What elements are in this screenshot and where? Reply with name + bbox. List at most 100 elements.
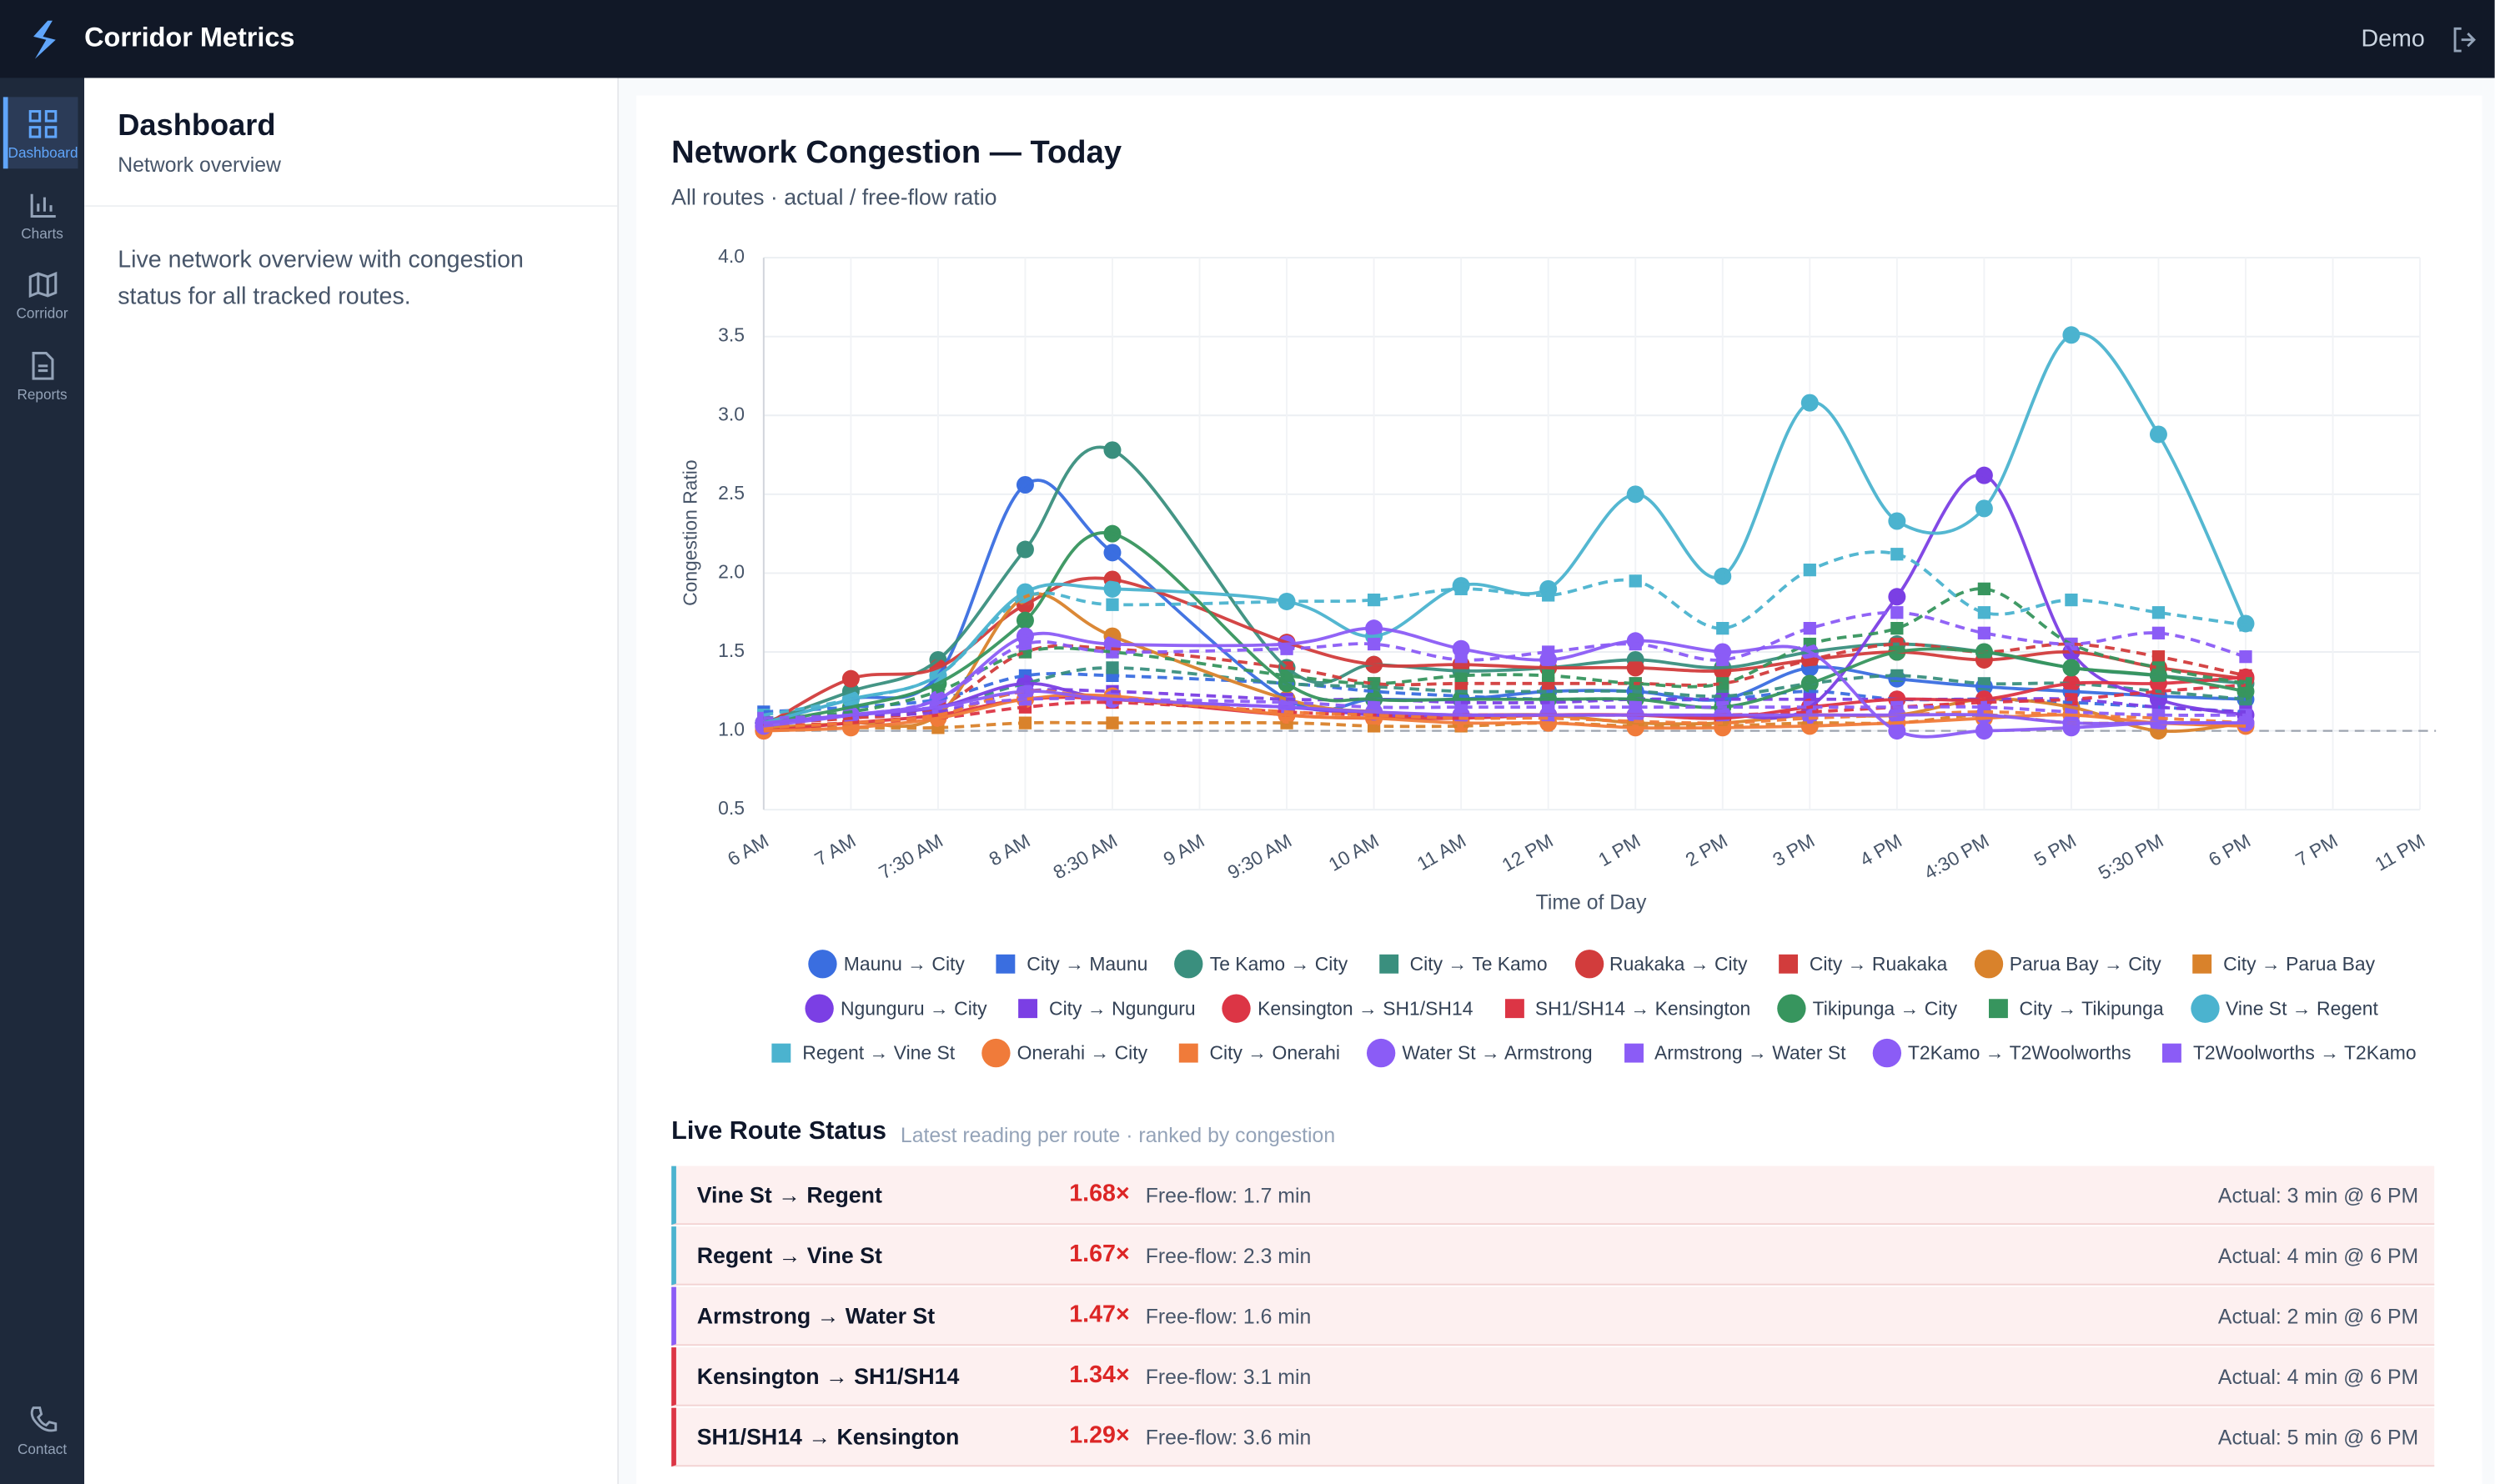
legend-label: SH1/SH14 → Kensington: [1534, 997, 1751, 1020]
legend-label: T2Woolworths → T2Kamo: [2192, 1041, 2417, 1065]
y-axis-label: Congestion Ratio: [680, 459, 701, 605]
legend-swatch: [1777, 994, 1807, 1023]
legend-label: Te Kamo → City: [1209, 952, 1348, 975]
free-flow: Free-flow: 3.1 min: [1145, 1365, 1312, 1389]
point: [2239, 619, 2252, 632]
legend-item: Ngunguru → City: [804, 993, 987, 1025]
status-subtitle: Latest reading per route · ranked by con…: [900, 1123, 1336, 1147]
x-tick-label: 8:30 AM: [1049, 830, 1121, 883]
point: [1716, 622, 1729, 635]
legend-swatch: [1574, 950, 1604, 979]
x-tick-label: 9 AM: [1160, 830, 1208, 870]
legend-label: Regent → Vine St: [802, 1041, 956, 1065]
x-tick-label: 10 AM: [1325, 830, 1383, 875]
legend-item: Maunu → City: [807, 948, 965, 980]
actual: Actual: 4 min @ 6 PM: [2217, 1244, 2419, 1268]
legend-item: City → Parua Bay: [2186, 948, 2375, 980]
legend-item: Regent → Vine St: [766, 1037, 955, 1069]
x-tick-label: 7 AM: [811, 830, 859, 870]
divider: [84, 205, 618, 208]
ratio: 1.47×: [1069, 1301, 1130, 1329]
series-line: [763, 683, 2247, 728]
legend-item: City → Ngunguru: [1012, 993, 1196, 1025]
sidebar: Dashboard Charts Corridor Reports Contac…: [0, 78, 85, 1484]
x-axis-label: Time of Day: [1536, 891, 1647, 914]
legend-item: City → Te Kamo: [1373, 948, 1548, 980]
legend-label: Tikipunga → City: [1812, 997, 1958, 1020]
legend-swatch: [1367, 1038, 1396, 1068]
legend-swatch: [1974, 950, 2004, 979]
legend-label: City → Parua Bay: [2223, 952, 2376, 975]
free-flow: Free-flow: 1.6 min: [1145, 1304, 1312, 1329]
nav-label: Corridor: [16, 305, 68, 322]
x-tick-label: 11 AM: [1413, 830, 1470, 875]
nav-item[interactable]: Contact: [0, 1405, 84, 1457]
series-line: [763, 626, 2246, 739]
legend-item: City → Ruakaka: [1773, 948, 1947, 980]
series-line: [763, 696, 2246, 720]
nav-item[interactable]: Reports: [0, 350, 84, 403]
user-name[interactable]: Demo: [2361, 25, 2425, 53]
legend-swatch: [1989, 999, 2009, 1019]
point: [1977, 606, 1991, 619]
series-line: [763, 610, 2247, 725]
series-line: [763, 642, 2247, 725]
y-tick-label: 3.0: [718, 403, 745, 424]
point: [2151, 606, 2166, 619]
x-tick-label: 7:30 AM: [875, 830, 946, 883]
point: [1629, 700, 1642, 714]
nav-label: Dashboard: [8, 144, 78, 161]
point: [1977, 582, 1991, 595]
legend-row: Regent → Vine St Onerahi → City City → One…: [671, 1030, 2495, 1075]
nav-item[interactable]: Corridor: [0, 268, 84, 321]
ratio: 1.67×: [1069, 1241, 1130, 1268]
legend-swatch: [2162, 1043, 2182, 1063]
point: [1977, 626, 1991, 639]
legend-swatch: [1872, 1038, 1902, 1068]
legend-item: Tikipunga → City: [1776, 993, 1957, 1025]
logout-icon[interactable]: [2450, 26, 2478, 54]
legend-row: Ngunguru → City City → Ngunguru Kensington…: [671, 986, 2495, 1030]
x-tick-label: 11 PM: [2371, 830, 2428, 875]
x-tick-label: 5:30 PM: [2095, 830, 2167, 884]
legend-item: Parua Bay → City: [1973, 948, 2161, 980]
ratio: 1.29×: [1069, 1421, 1130, 1450]
panel-description: Live network overview with congestion st…: [118, 246, 524, 311]
legend-item: Vine St → Regent: [2189, 993, 2378, 1025]
nav-label: Reports: [17, 386, 68, 403]
legend-swatch: [1179, 1043, 1199, 1063]
legend-swatch: [996, 954, 1016, 974]
nav-item[interactable]: Charts: [0, 189, 84, 242]
legend-swatch: [2191, 994, 2220, 1023]
legend-label: Water St → Armstrong: [1402, 1041, 1593, 1065]
x-tick-label: 8 AM: [985, 830, 1033, 870]
free-flow: Free-flow: 2.3 min: [1145, 1244, 1312, 1268]
side-panel: Dashboard Network overview Live network …: [84, 78, 620, 1484]
legend-label: City → Maunu: [1027, 952, 1148, 975]
legend-swatch: [1222, 994, 1252, 1023]
legend-label: Maunu → City: [843, 952, 965, 975]
nav-label: Charts: [21, 225, 63, 243]
legend-label: City → Tikipunga: [2019, 997, 2164, 1020]
legend-label: City → Ngunguru: [1049, 997, 1196, 1020]
point: [1106, 716, 1119, 729]
brand: Corridor Metrics: [84, 22, 295, 53]
legend-swatch: [806, 994, 835, 1023]
x-tick-label: 9:30 AM: [1224, 830, 1296, 883]
legend-item: T2Kamo → T2Woolworths: [1871, 1037, 2131, 1069]
x-tick-label: 1 PM: [1594, 830, 1644, 870]
status-row: Kensington → SH1/SH14 1.34× Free-flow: 3.1…: [671, 1347, 2435, 1406]
legend-item: City → Maunu: [990, 948, 1147, 980]
chart: Network Congestion — Today All routes · …: [671, 134, 2437, 914]
legend-swatch: [1624, 1043, 1644, 1063]
y-tick-label: 1.0: [718, 719, 745, 740]
nav-item[interactable]: Dashboard: [3, 97, 78, 169]
status-title: Live Route Status: [671, 1118, 887, 1146]
point: [2151, 626, 2166, 639]
status-row: Regent → Vine St 1.67× Free-flow: 2.3 min A…: [671, 1226, 2435, 1286]
x-tick-label: 7 PM: [2292, 830, 2341, 870]
status-row: SH1/SH14 → Kensington 1.29× Free-flow: 3.6…: [671, 1407, 2435, 1467]
route-name: Vine St → Regent: [696, 1181, 882, 1208]
status-row: Armstrong → Water St 1.47× Free-flow: 1.6 …: [671, 1286, 2435, 1346]
